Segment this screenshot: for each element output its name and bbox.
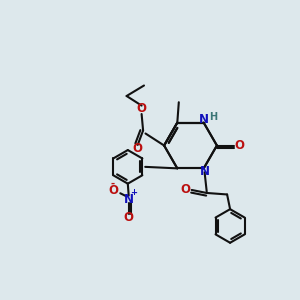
Text: O: O <box>181 184 191 196</box>
Text: N: N <box>199 112 209 125</box>
Text: O: O <box>124 211 134 224</box>
Text: N: N <box>124 193 134 206</box>
Text: O: O <box>235 139 245 152</box>
Text: +: + <box>130 188 138 197</box>
Text: N: N <box>200 165 210 178</box>
Text: -: - <box>111 179 115 189</box>
Text: O: O <box>109 184 119 197</box>
Text: H: H <box>209 112 218 122</box>
Text: O: O <box>136 102 147 116</box>
Text: O: O <box>133 142 143 155</box>
